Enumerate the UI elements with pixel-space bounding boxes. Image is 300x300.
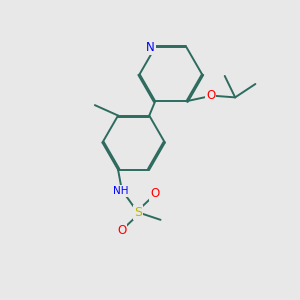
Text: S: S — [134, 206, 142, 219]
Text: N: N — [146, 41, 155, 54]
Text: O: O — [150, 188, 159, 200]
Text: O: O — [206, 89, 215, 102]
Text: O: O — [117, 224, 127, 237]
Text: NH: NH — [113, 186, 129, 196]
